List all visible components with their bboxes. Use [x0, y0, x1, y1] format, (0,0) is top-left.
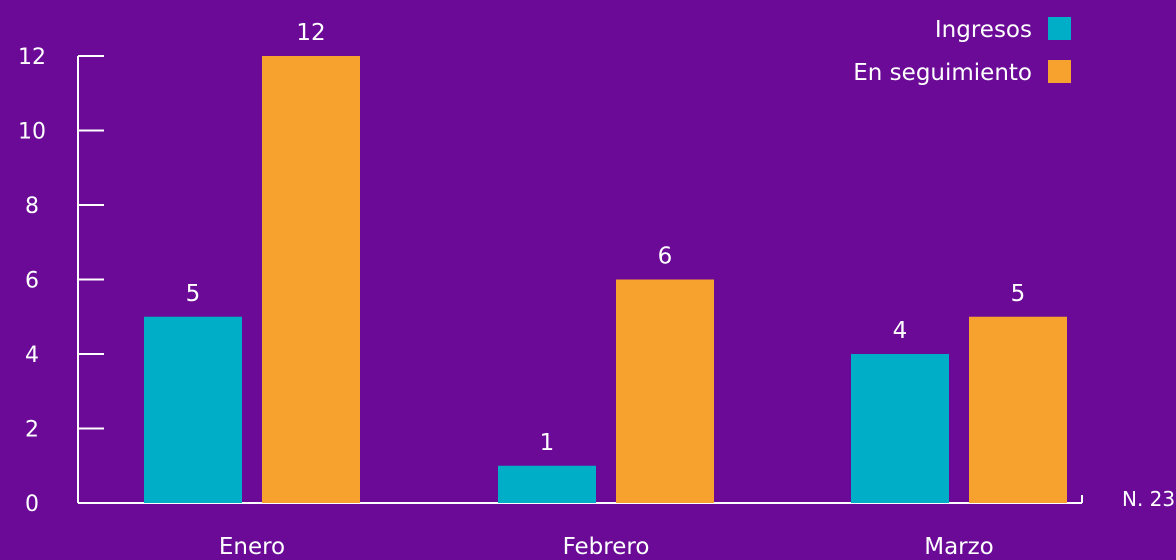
- legend-label: En seguimiento: [853, 60, 1032, 86]
- y-tick-label: 4: [25, 343, 39, 368]
- y-ticks: 0 2 4 6 8 10 12: [18, 45, 104, 517]
- y-tick-label: 6: [25, 269, 39, 294]
- bar-marzo-en-seguimiento: [969, 316, 1067, 503]
- category-labels: Enero Febrero Marzo: [219, 534, 994, 560]
- bar-value-label: 6: [658, 244, 673, 270]
- legend-label: Ingresos: [935, 17, 1032, 43]
- note-label: N. 23: [1122, 487, 1175, 511]
- bar-value-label: 1: [540, 430, 555, 456]
- bar-enero-en-seguimiento: [262, 56, 360, 503]
- bar-value-label: 4: [893, 318, 908, 344]
- bar-marzo-ingresos: [851, 354, 949, 503]
- bar-febrero-en-seguimiento: [616, 279, 714, 503]
- legend: Ingresos En seguimiento: [853, 17, 1071, 86]
- bars: [144, 56, 1067, 503]
- bar-value-label: 5: [1011, 281, 1026, 307]
- legend-swatch: [1048, 60, 1071, 83]
- y-tick-label: 2: [25, 418, 39, 443]
- bar-value-label: 5: [186, 281, 201, 307]
- x-category-label: Febrero: [563, 534, 650, 560]
- bar-febrero-ingresos: [498, 465, 596, 503]
- y-tick-label: 10: [18, 120, 46, 145]
- bar-enero-ingresos: [144, 316, 242, 503]
- legend-swatch: [1048, 17, 1071, 40]
- y-tick-label: 12: [18, 45, 46, 70]
- x-category-label: Marzo: [924, 534, 994, 560]
- data-labels: 5 12 1 6 4 5: [186, 20, 1026, 456]
- x-category-label: Enero: [219, 534, 285, 560]
- y-tick-label: 0: [25, 492, 39, 517]
- bar-value-label: 12: [296, 20, 325, 46]
- y-tick-label: 8: [25, 194, 39, 219]
